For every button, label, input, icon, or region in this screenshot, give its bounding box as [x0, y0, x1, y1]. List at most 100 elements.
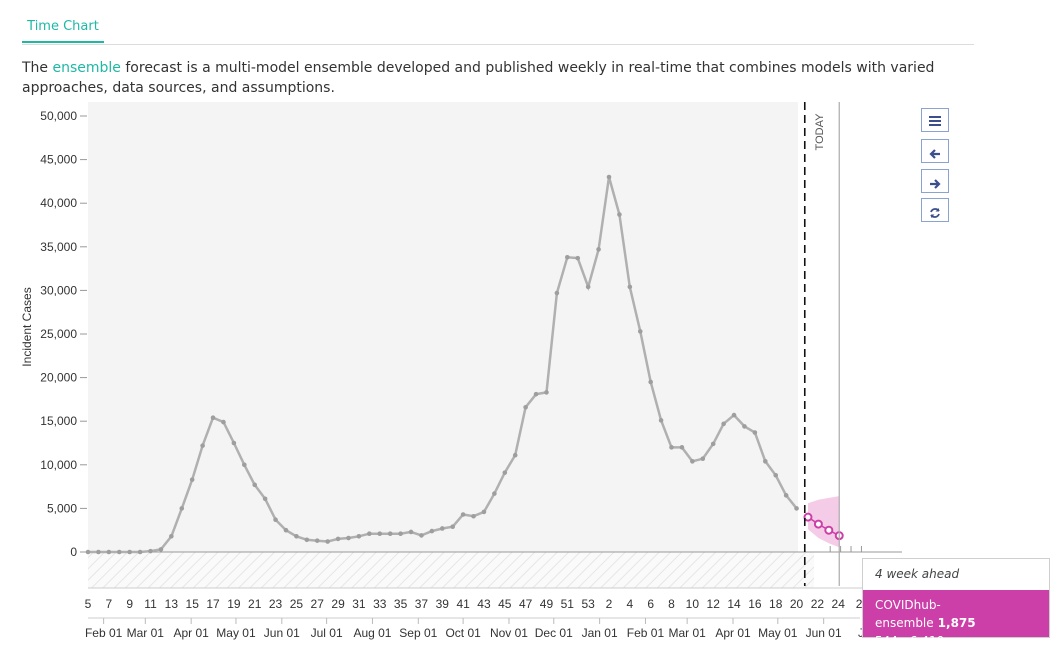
forecast-interval-band	[808, 496, 840, 548]
refresh-icon	[929, 204, 941, 218]
y-axis-label: Incident Cases	[20, 287, 34, 366]
observed-point	[283, 527, 289, 533]
tab-time-chart[interactable]: Time Chart	[22, 18, 104, 43]
x-month-label: Mar 01	[668, 626, 706, 640]
observed-point	[481, 509, 487, 515]
x-month-label: Apr 01	[173, 626, 209, 640]
menu-button[interactable]	[921, 108, 949, 132]
x-week-tick-label: 18	[769, 597, 783, 611]
x-week-tick-label: 11	[144, 597, 157, 611]
hatched-zero-region	[88, 552, 814, 588]
observed-point	[127, 549, 132, 555]
x-week-tick-label: 39	[436, 597, 450, 611]
x-week-tick-label: 16	[748, 597, 762, 611]
x-week-tick-label: 37	[415, 597, 429, 611]
y-tick-label: 20,000	[40, 371, 77, 385]
observed-point	[637, 329, 643, 334]
x-week-tick-label: 7	[105, 597, 112, 611]
observed-point	[450, 524, 456, 530]
x-month-label: May 01	[216, 626, 256, 640]
tooltip-interval: 544 - 6,410	[875, 634, 945, 648]
x-week-tick-label: 6	[647, 597, 654, 611]
observed-point	[523, 404, 528, 410]
x-month-label: Jan 01	[582, 626, 618, 640]
observed-point	[335, 536, 341, 542]
observed-point	[106, 549, 112, 555]
observed-point	[794, 506, 799, 511]
observed-point	[596, 247, 601, 252]
observed-point	[460, 512, 466, 517]
ensemble-link[interactable]: ensemble	[52, 60, 121, 76]
observed-point	[304, 537, 310, 543]
observed-point	[721, 421, 726, 427]
observed-point	[398, 531, 403, 536]
observed-point	[189, 477, 195, 482]
forecast-point	[824, 525, 834, 535]
x-week-tick-label: 2	[856, 597, 863, 611]
observed-point	[314, 538, 320, 543]
observed-point	[356, 534, 362, 539]
observed-point	[502, 470, 508, 475]
observed-point	[231, 440, 237, 446]
y-tick-label: 15,000	[40, 414, 77, 428]
tab-bar: Time Chart	[22, 0, 974, 45]
observed-point	[585, 284, 591, 290]
today-label: TODAY	[814, 113, 826, 151]
observed-point	[262, 496, 268, 502]
observed-point	[169, 534, 174, 539]
observed-point	[471, 513, 476, 519]
observed-point	[763, 459, 768, 464]
observed-point	[179, 506, 185, 511]
x-week-tick-label: 5	[85, 597, 92, 611]
x-month-label: Jun 01	[806, 626, 842, 640]
observed-point	[408, 529, 414, 535]
arrow-right-icon	[929, 175, 941, 189]
x-month-label: Nov 01	[490, 626, 528, 640]
observed-point	[367, 531, 372, 536]
x-month-label: Jul 01	[311, 626, 343, 640]
observed-series	[85, 174, 799, 555]
observed-point	[492, 491, 497, 496]
x-week-tick-label: 13	[165, 597, 179, 611]
y-tick-label: 25,000	[40, 327, 77, 341]
x-month-label: Dec 01	[535, 626, 573, 640]
observed-point	[731, 412, 737, 418]
x-week-tick-label: 45	[498, 597, 512, 611]
forecast-line	[807, 516, 840, 537]
observed-point	[617, 212, 622, 217]
observed-point	[575, 255, 581, 261]
x-week-tick-label: 53	[581, 597, 595, 611]
x-week-tick-label: 9	[126, 597, 133, 611]
x-week-tick-label: 17	[206, 597, 220, 611]
observed-point	[200, 443, 205, 448]
x-week-tick-label: 12	[707, 597, 721, 611]
observed-point	[273, 517, 278, 523]
observed-point	[690, 459, 695, 464]
x-week-tick-label: 14	[727, 597, 741, 611]
next-button[interactable]	[921, 169, 949, 193]
time-markers: TODAY	[803, 102, 840, 586]
observed-point	[346, 535, 351, 541]
forecast-tooltip: 4 week ahead COVIDhub-ensemble 1,875 544 …	[862, 558, 1050, 648]
x-week-tick-label: 29	[331, 597, 345, 611]
refresh-button[interactable]	[921, 198, 949, 222]
observed-point	[658, 418, 664, 423]
x-month-label: Oct 01	[445, 626, 481, 640]
x-week-tick-label: 4	[626, 597, 633, 611]
x-month-label: Feb 01	[627, 626, 665, 640]
x-month-label: Mar 01	[127, 626, 165, 640]
x-week-tick-label: 51	[561, 597, 575, 611]
observed-point	[158, 547, 164, 552]
previous-button[interactable]	[921, 139, 949, 163]
x-week-tick-label: 8	[668, 597, 675, 611]
forecast-series	[803, 496, 844, 548]
x-week-tick-label: 43	[477, 597, 491, 611]
x-week-tick-label: 2	[606, 597, 613, 611]
y-tick-label: 30,000	[40, 283, 77, 297]
observed-point	[439, 526, 445, 531]
x-week-tick-label: 47	[519, 597, 533, 611]
tooltip-body: COVIDhub-ensemble 1,875 544 - 6,410	[863, 590, 1049, 648]
observed-point	[710, 441, 716, 447]
forecast-point	[803, 512, 813, 522]
observed-point	[294, 534, 299, 539]
